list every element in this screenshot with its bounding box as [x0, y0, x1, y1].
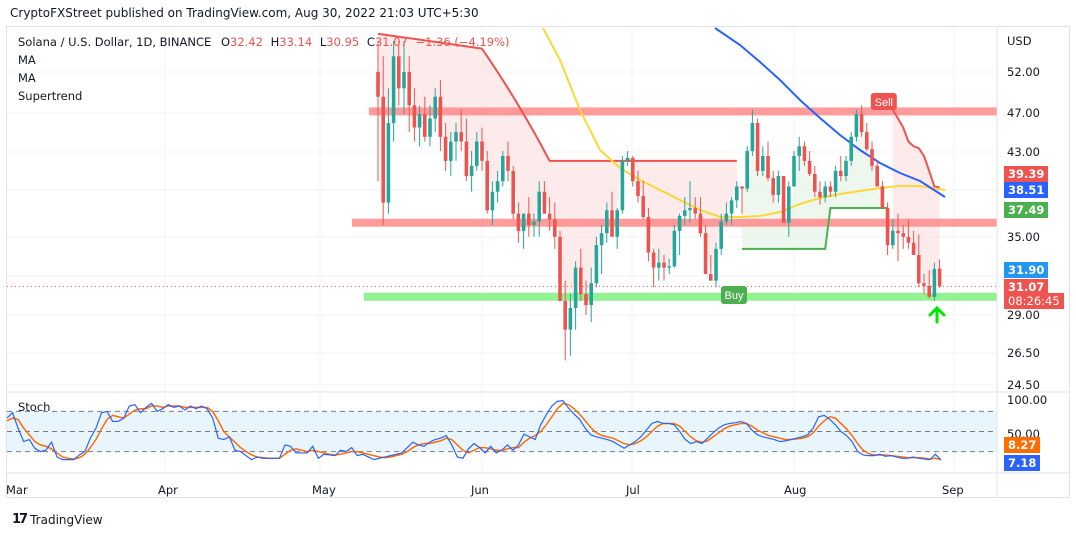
support-resistance-levels — [352, 107, 997, 301]
price-tick: 26.50 — [1007, 346, 1040, 360]
candlesticks — [376, 41, 942, 361]
stoch-d-tag: 7.18 — [1004, 455, 1041, 471]
ma-fast-price-tag: 37.49 — [1004, 202, 1049, 218]
symbol-title[interactable]: Solana / U.S. Dollar, 1D, BINANCE — [18, 35, 212, 49]
last-price-tag: 31.07 — [1004, 279, 1049, 294]
time-tick-may: May — [312, 483, 336, 497]
indicator-ma-fast[interactable]: MA — [18, 53, 36, 67]
close-label: C — [366, 35, 375, 49]
svg-text:Buy: Buy — [725, 290, 744, 302]
stoch-indicator-label[interactable]: Stoch — [18, 400, 51, 414]
up-arrow-icon — [928, 305, 946, 324]
time-tick-sep: Sep — [942, 483, 964, 497]
high-label: H — [270, 35, 280, 49]
time-tick-apr: Apr — [158, 483, 178, 497]
time-tick-aug: Aug — [784, 483, 807, 497]
brand-name: TradingView — [30, 512, 103, 527]
stoch-tick-100: 100.00 — [1007, 393, 1048, 407]
chart-frame — [6, 26, 1070, 498]
tradingview-brand[interactable]: 17 TradingView — [12, 512, 103, 527]
low-value: 30.95 — [326, 35, 360, 49]
low-label: L — [319, 35, 327, 49]
chart-legend: Solana / U.S. Dollar, 1D, BINANCE O32.42… — [18, 33, 510, 105]
currency-label[interactable]: USD — [1007, 34, 1032, 48]
close-value: 31.07 — [374, 35, 408, 49]
ma-slow-price-tag: 38.51 — [1004, 182, 1049, 198]
svg-text:Sell: Sell — [875, 97, 893, 109]
time-tick-mar: Mar — [6, 483, 28, 497]
price-tick: 29.00 — [1007, 308, 1040, 322]
price-tick: 24.50 — [1007, 378, 1040, 392]
price-tick: 52.00 — [1007, 65, 1040, 79]
price-tick: 35.00 — [1007, 230, 1040, 244]
signal-labels: Buy Sell — [721, 93, 897, 304]
price-tick: 47.00 — [1007, 106, 1040, 120]
tradingview-logo-icon: 17 — [12, 512, 28, 527]
ohlc-row: Solana / U.S. Dollar, 1D, BINANCE O32.42… — [18, 33, 510, 51]
indicator-lines — [377, 27, 946, 250]
time-tick-jun: Jun — [471, 483, 489, 497]
time-tick-jul: Jul — [626, 483, 640, 497]
open-value: 32.42 — [230, 35, 263, 49]
stoch-k-tag: 8.27 — [1004, 437, 1041, 453]
stoch-panel — [6, 400, 997, 461]
indicator-ma-slow[interactable]: MA — [18, 71, 36, 85]
countdown-tag: 08:26:45 — [1004, 293, 1064, 309]
open-label: O — [220, 35, 231, 49]
change-value: −1.36 (−4.19%) — [415, 35, 510, 49]
prev-close-price-tag: 31.90 — [1004, 262, 1049, 278]
price-tick: 43.00 — [1007, 145, 1040, 159]
supertrend-price-tag: 39.39 — [1004, 166, 1049, 182]
high-value: 33.14 — [279, 35, 313, 49]
indicator-supertrend[interactable]: Supertrend — [18, 89, 83, 103]
published-header: CryptoFXStreet published on TradingView.… — [10, 6, 479, 20]
